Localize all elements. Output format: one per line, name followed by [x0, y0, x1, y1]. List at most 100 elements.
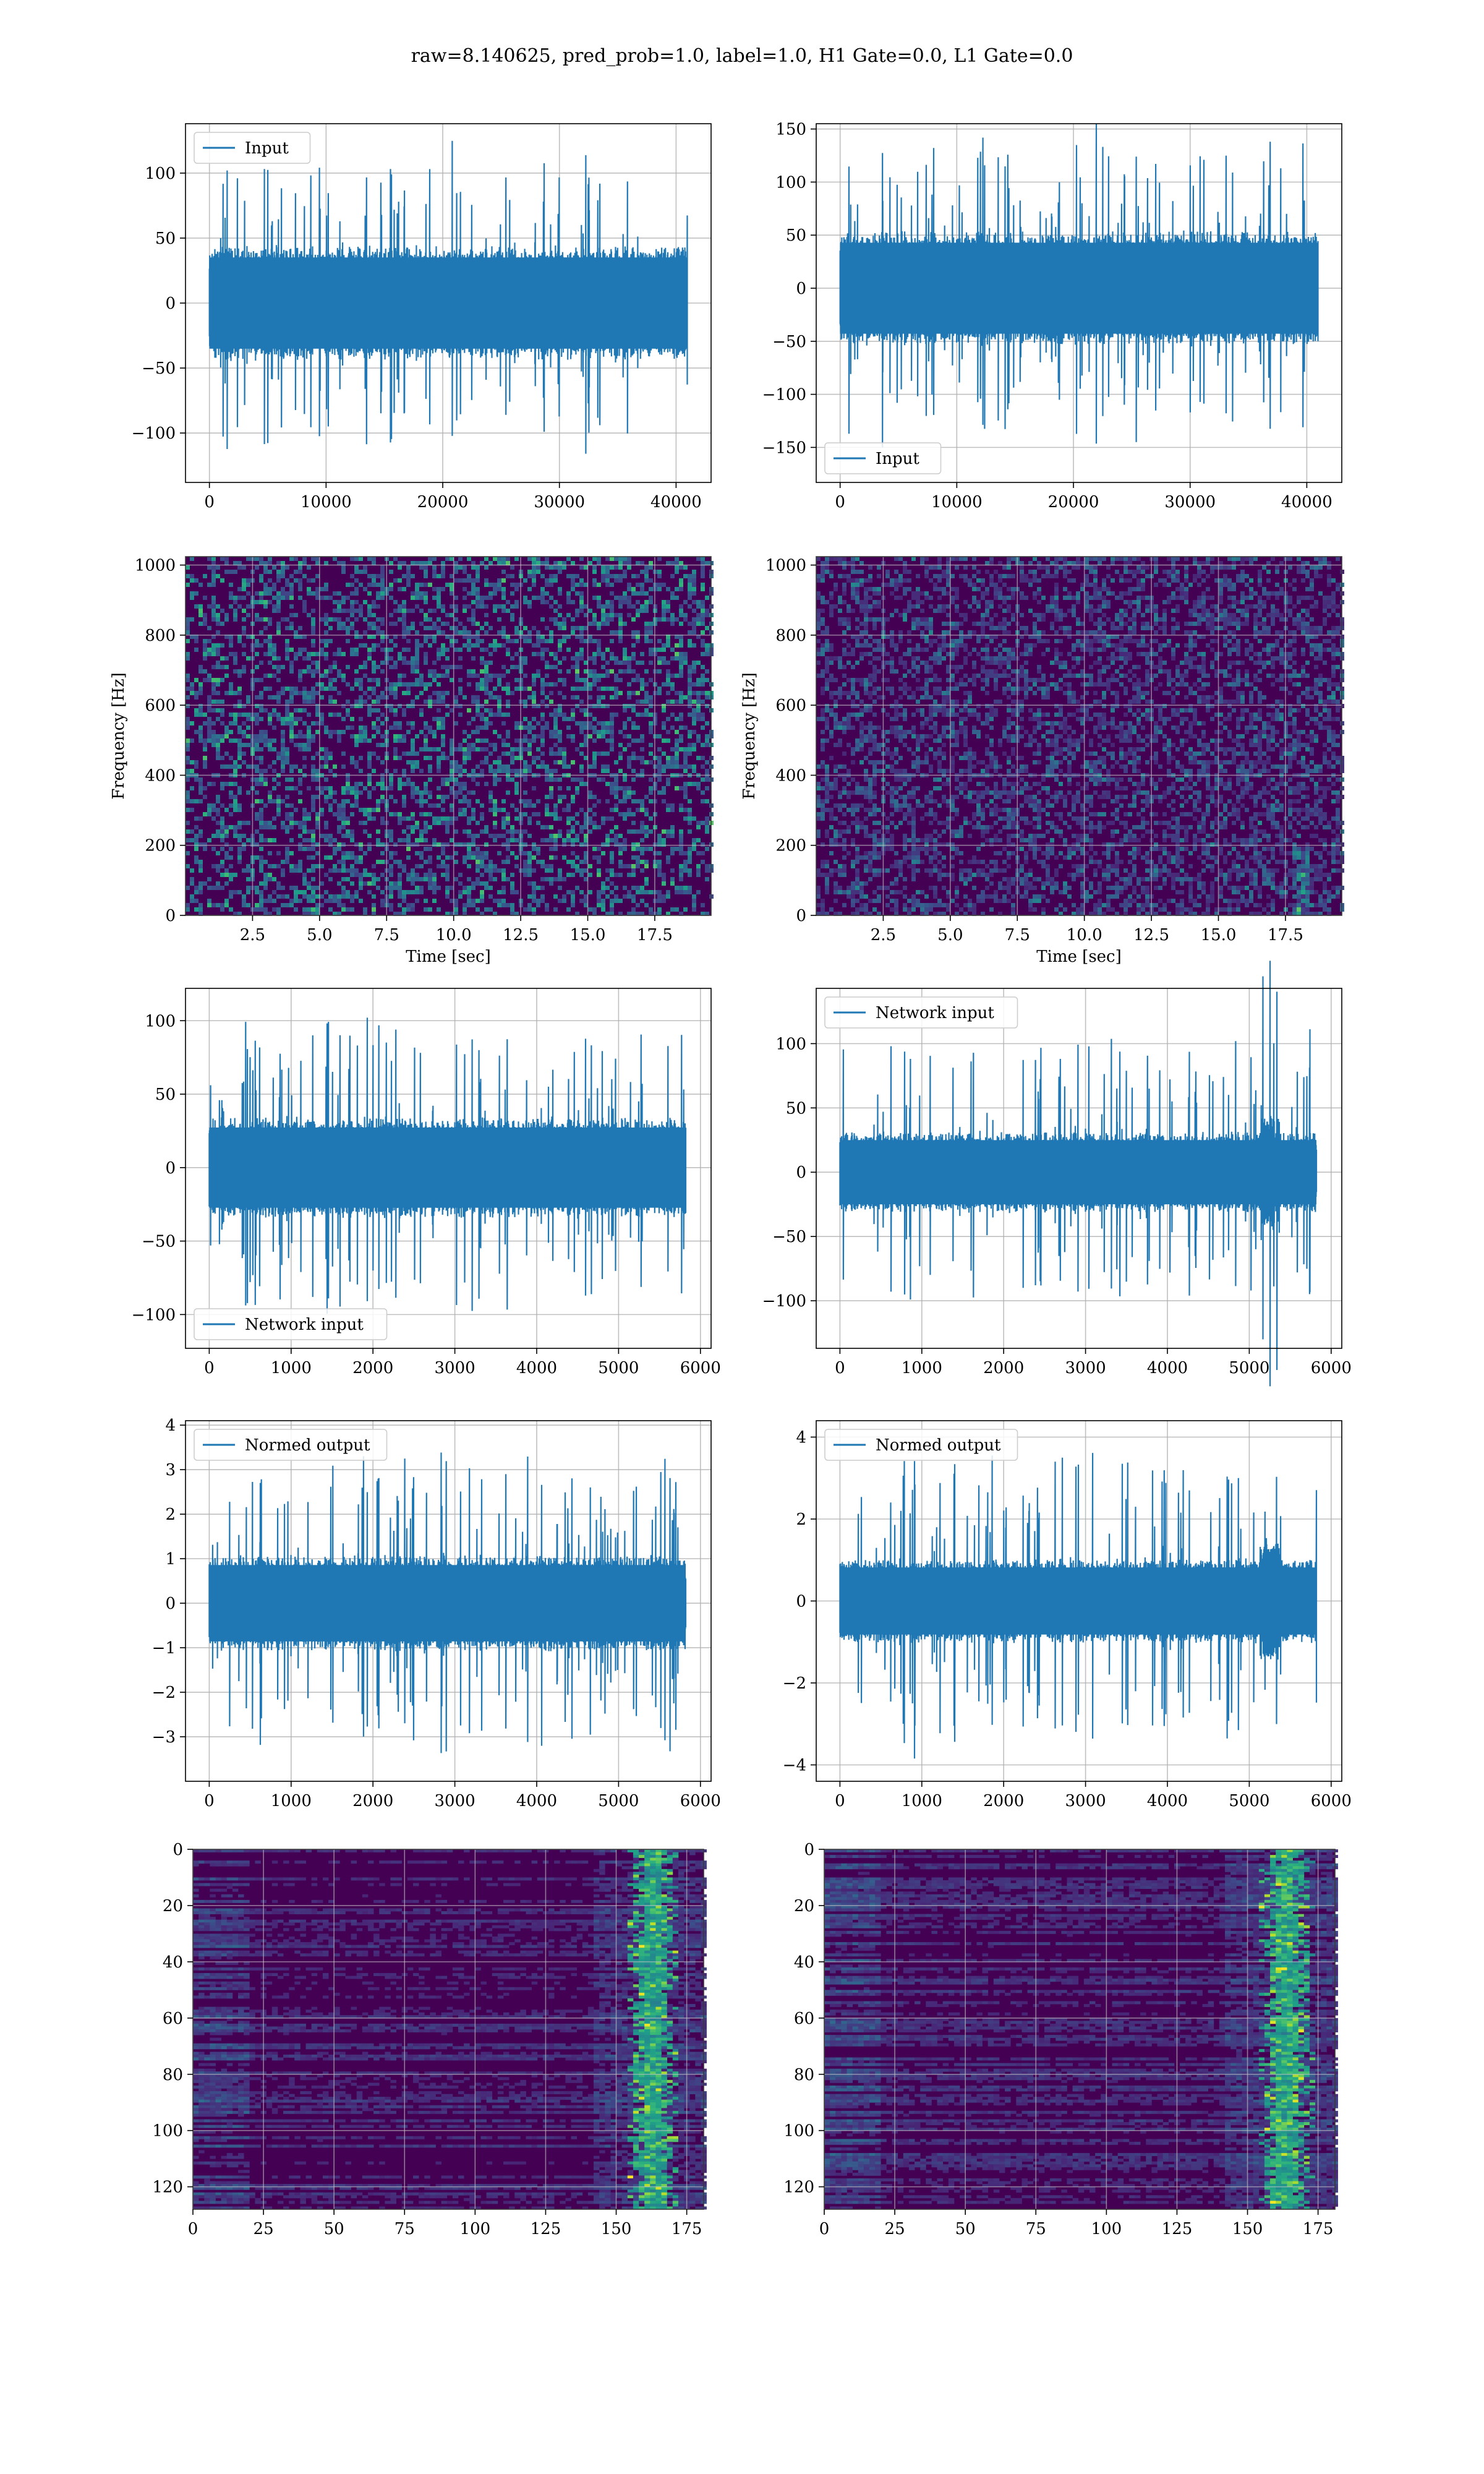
l1-feature-map-x-tick-label: 100	[1091, 2220, 1122, 2238]
l1-input-y-tick-label: 100	[775, 173, 806, 192]
l1-spectrogram-y-tick-label: 1000	[765, 557, 806, 575]
h1-network-input-x-tick-label: 1000	[271, 1359, 312, 1377]
l1-input-series-band	[840, 242, 1318, 333]
l1-input-legend-label: Input	[876, 450, 919, 468]
h1-network-input-x-tick-label: 3000	[435, 1359, 475, 1377]
h1-input-x-tick-label: 30000	[534, 493, 585, 511]
h1-feature-map-y-tick-label: 120	[152, 2178, 183, 2197]
l1-feature-map-y-tick-label: 40	[794, 1953, 814, 1972]
l1-input-legend: Input	[825, 443, 941, 474]
l1-feature-map-y-tick-label: 0	[804, 1841, 814, 1859]
l1-spectrogram-x-axis-label: Time [sec]	[1036, 948, 1122, 966]
l1-feature-map-x-tick-label: 25	[885, 2220, 905, 2238]
l1-spectrogram-x-tick-label: 12.5	[1133, 926, 1169, 944]
l1-network-input-y-tick-label: 50	[786, 1099, 806, 1118]
l1-input-y-tick-label: −100	[762, 386, 806, 404]
h1-spectrogram-x-tick-label: 7.5	[374, 926, 399, 944]
l1-input-x-tick-label: 40000	[1281, 493, 1333, 511]
h1-network-input-x-tick-label: 4000	[516, 1359, 557, 1377]
l1-input-y-tick-label: 150	[775, 121, 806, 139]
h1-spectrogram-y-tick-label: 600	[145, 696, 176, 715]
h1-network-input-x-tick-label: 5000	[598, 1359, 639, 1377]
h1-spectrogram-y-tick-label: 800	[145, 627, 176, 645]
l1-input-y-tick-label: −150	[762, 439, 806, 457]
h1-input-x-tick-label: 20000	[417, 493, 469, 511]
h1-feature-map-y-tick-label: 80	[163, 2066, 183, 2084]
h1-input-y-tick-label: 100	[145, 165, 176, 183]
h1-spectrogram-x-tick-label: 5.0	[307, 926, 332, 944]
l1-normed-output-y-tick-label: −4	[783, 1757, 806, 1775]
h1-normed-output-x-tick-label: 1000	[271, 1792, 312, 1810]
h1-spectrogram-x-tick-label: 12.5	[503, 926, 539, 944]
h1-normed-output-x-tick-label: 0	[204, 1792, 215, 1810]
h1-normed-output-y-tick-label: 0	[165, 1594, 176, 1613]
l1-network-input-legend: Network input	[825, 997, 1018, 1028]
l1-feature-map-x-tick-label: 75	[1026, 2220, 1046, 2238]
l1-network-input-series-band	[840, 1140, 1316, 1204]
l1-input-y-tick-label: 0	[796, 280, 806, 298]
l1-feature-map-y-tick-label: 80	[794, 2066, 814, 2084]
h1-spectrogram-y-axis-label: Frequency [Hz]	[109, 672, 128, 800]
l1-network-input-legend-label: Network input	[876, 1004, 994, 1022]
h1-feature-map-x-tick-label: 75	[394, 2220, 415, 2238]
h1-feature-map-x-tick-label: 25	[254, 2220, 274, 2238]
h1-input-y-tick-label: −50	[142, 359, 176, 378]
h1-normed-output-legend: Normed output	[194, 1429, 387, 1460]
l1-network-input-x-tick-label: 4000	[1147, 1359, 1188, 1377]
h1-network-input-y-tick-label: −100	[132, 1306, 176, 1324]
l1-network-input-x-tick-label: 3000	[1065, 1359, 1106, 1377]
l1-feature-map-x-tick-label: 125	[1162, 2220, 1193, 2238]
l1-spectrogram-x-tick-label: 2.5	[871, 926, 896, 944]
h1-normed-output-x-tick-label: 2000	[352, 1792, 393, 1810]
h1-normed-output-x-tick-label: 6000	[680, 1792, 721, 1810]
l1-spectrogram-y-tick-label: 800	[775, 627, 806, 645]
l1-input-x-tick-label: 20000	[1048, 493, 1099, 511]
l1-normed-output-x-tick-label: 0	[835, 1792, 845, 1810]
h1-input-x-tick-label: 0	[204, 493, 215, 511]
h1-spectrogram-y-tick-label: 400	[145, 766, 176, 785]
h1-network-input-y-tick-label: 100	[145, 1012, 176, 1030]
h1-feature-map-x-tick-label: 100	[460, 2220, 491, 2238]
l1-feature-map-x-tick-label: 50	[955, 2220, 976, 2238]
h1-network-input-x-tick-label: 6000	[680, 1359, 721, 1377]
l1-normed-output-y-tick-label: −2	[783, 1674, 806, 1693]
l1-spectrogram-y-tick-label: 400	[775, 766, 806, 785]
h1-network-input-legend: Network input	[194, 1309, 387, 1340]
h1-normed-output-legend-label: Normed output	[245, 1436, 370, 1455]
l1-network-input-y-tick-label: 100	[775, 1035, 806, 1053]
h1-feature-map-y-tick-label: 20	[163, 1897, 183, 1915]
l1-network-input-y-tick-label: −50	[772, 1228, 806, 1246]
h1-input-legend: Input	[194, 132, 310, 163]
l1-network-input-x-tick-label: 5000	[1229, 1359, 1269, 1377]
l1-spectrogram-x-tick-label: 5.0	[937, 926, 963, 944]
l1-network-input-x-tick-label: 2000	[983, 1359, 1024, 1377]
h1-feature-map-x-tick-label: 125	[531, 2220, 561, 2238]
h1-input-y-tick-label: 50	[155, 229, 176, 248]
l1-input-x-tick-label: 0	[835, 493, 845, 511]
l1-normed-output-series-band	[840, 1567, 1316, 1635]
h1-input-x-tick-label: 40000	[650, 493, 702, 511]
figure-title: raw=8.140625, pred_prob=1.0, label=1.0, …	[411, 45, 1073, 67]
l1-spectrogram-x-tick-label: 15.0	[1201, 926, 1237, 944]
h1-normed-output-y-tick-label: 4	[165, 1416, 176, 1435]
h1-network-input-x-tick-label: 2000	[352, 1359, 393, 1377]
h1-spectrogram-x-axis-label: Time [sec]	[406, 948, 491, 966]
l1-spectrogram-x-tick-label: 10.0	[1067, 926, 1102, 944]
h1-spectrogram-y-tick-label: 0	[165, 907, 176, 925]
h1-normed-output-y-tick-label: −3	[152, 1728, 176, 1747]
h1-input-legend-label: Input	[245, 139, 289, 158]
h1-feature-map-x-tick-label: 175	[672, 2220, 702, 2238]
l1-spectrogram-y-tick-label: 0	[796, 907, 806, 925]
l1-spectrogram-x-tick-label: 7.5	[1005, 926, 1030, 944]
h1-normed-output-x-tick-label: 3000	[435, 1792, 475, 1810]
h1-network-input-legend-label: Network input	[245, 1316, 364, 1334]
h1-spectrogram-x-tick-label: 2.5	[240, 926, 265, 944]
